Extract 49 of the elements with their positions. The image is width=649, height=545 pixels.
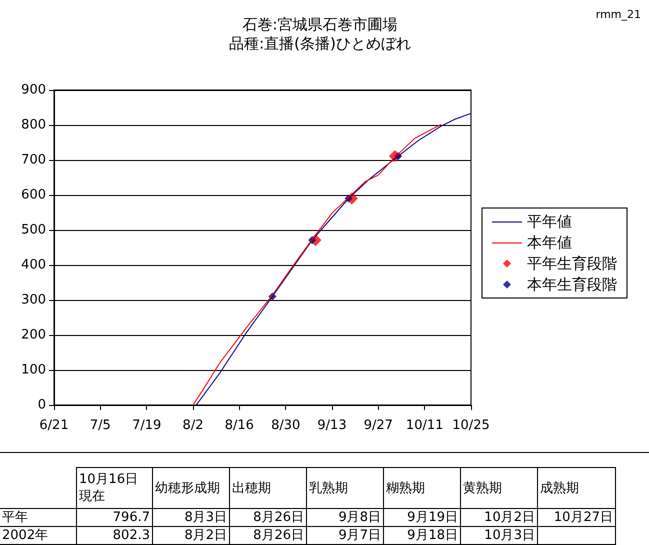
text: 10月2日	[460, 508, 538, 526]
y-tick-label: 500	[21, 222, 46, 238]
x-tick-label: 10/11	[406, 418, 444, 433]
text: 出穂期	[230, 468, 306, 508]
y-tick-label: 0	[38, 398, 46, 412]
text: 9月18日	[384, 526, 460, 544]
y-tick-label: 800	[21, 118, 46, 132]
chart-title: 石巻:宮城県石巻市圃場	[242, 16, 398, 34]
text: 9月7日	[306, 526, 384, 544]
x-tick-label: 7/19	[132, 418, 162, 433]
x-tick-label: 8/30	[271, 418, 300, 433]
legend-label: 平年値	[527, 212, 572, 230]
text: 8月26日	[230, 526, 306, 544]
legend-label: 平年生育段階	[527, 254, 617, 272]
text: 796.7	[76, 508, 152, 526]
text: 9月8日	[306, 508, 384, 526]
text: 糊熟期	[384, 468, 460, 508]
legend-label: 本年生育段階	[527, 276, 617, 294]
text: 幼穂形成期	[152, 468, 230, 508]
chart-subtitle: 品種:直播(条播)ひとめぼれ	[229, 34, 411, 52]
y-tick-label: 700	[21, 152, 46, 168]
x-tick-label: 8/2	[182, 418, 204, 433]
text: 平年	[0, 508, 76, 526]
text: 乳熟期	[306, 468, 384, 508]
x-tick-label: 7/5	[90, 418, 111, 433]
y-tick-label: 100	[21, 362, 46, 378]
text: rmm_21	[596, 8, 641, 21]
y-tick-label: 200	[21, 328, 46, 342]
x-tick-label: 10/25	[452, 418, 490, 433]
text: 10月27日	[538, 508, 616, 526]
text: 8月26日	[230, 508, 306, 526]
x-tick-label: 9/27	[364, 418, 393, 433]
x-tick-label: 8/16	[224, 418, 254, 433]
legend-label: 本年値	[527, 234, 572, 252]
x-tick-label: 6/21	[39, 418, 69, 433]
text: 10月16日現在	[76, 468, 152, 508]
text: 8月2日	[152, 526, 230, 544]
text: 9月19日	[384, 508, 460, 526]
text: 10月3日	[460, 526, 538, 544]
text: 2002年	[0, 526, 76, 544]
y-tick-label: 600	[21, 188, 46, 202]
text: 802.3	[76, 526, 152, 544]
text: 黄熟期	[460, 468, 538, 508]
x-tick-label: 9/13	[317, 418, 347, 433]
y-tick-label: 900	[21, 82, 46, 98]
y-tick-label: 300	[21, 292, 46, 308]
y-tick-label: 400	[21, 258, 46, 272]
text: 成熟期	[538, 468, 616, 508]
text: 8月3日	[152, 508, 230, 526]
